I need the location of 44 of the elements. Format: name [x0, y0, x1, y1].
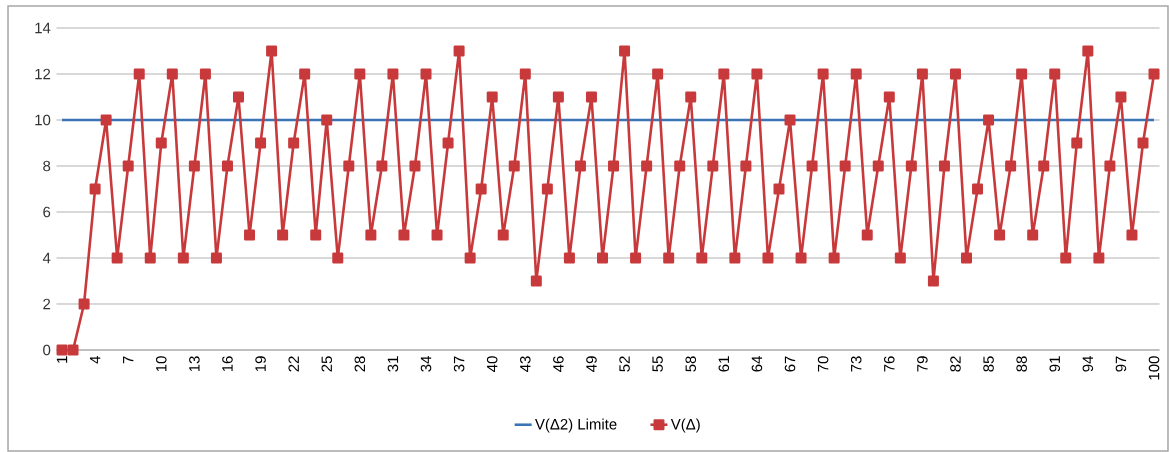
x-tick-label: 94 [1082, 356, 1094, 372]
x-tick-label: 4 [89, 356, 101, 364]
x-tick-label: 7 [123, 356, 134, 364]
x-tick-label: 13 [189, 356, 200, 372]
x-tick-label: 61 [718, 356, 730, 372]
y-tick-label: 4 [42, 252, 51, 264]
x-tick-label: 49 [586, 356, 597, 372]
x-tick-label: 64 [751, 356, 763, 372]
x-tick-label: 88 [1016, 356, 1027, 372]
x-tick-label: 46 [553, 356, 564, 372]
y-tick-label: 8 [43, 160, 51, 172]
x-tick-label: 100 [1148, 356, 1160, 380]
x-tick-label: 22 [288, 356, 299, 372]
legend-label: V(Δ) [670, 418, 700, 433]
x-tick-label: 10 [155, 356, 167, 372]
y-tick-label: 6 [43, 206, 51, 218]
x-tick-label: 85 [983, 356, 994, 372]
legend-label: V(Δ2) Limite [535, 418, 617, 433]
x-tick-label: 37 [453, 356, 465, 372]
x-tick-label: 70 [817, 356, 829, 372]
x-tick-label: 97 [1115, 356, 1127, 372]
x-tick-label: 43 [520, 356, 531, 372]
x-tick-label: 67 [784, 356, 796, 372]
x-tick-label: 1 [56, 356, 68, 363]
x-tick-label: 28 [354, 356, 366, 372]
x-tick-label: 82 [950, 356, 961, 372]
x-tick-label: 55 [652, 356, 663, 372]
x-tick-label: 31 [387, 356, 399, 372]
y-tick-label: 14 [35, 22, 51, 34]
y-tick-label: 2 [43, 298, 51, 310]
y-tick-label: 0 [43, 344, 51, 356]
x-tick-label: 34 [420, 356, 432, 372]
x-tick-label: 58 [685, 356, 697, 372]
y-tick-label: 10 [35, 114, 51, 126]
x-tick-label: 19 [255, 356, 266, 372]
x-tick-label: 40 [486, 356, 498, 372]
x-tick-label: 76 [884, 356, 895, 372]
x-tick-label: 73 [850, 356, 862, 372]
x-tick-label: 16 [222, 356, 233, 372]
x-tick-label: 91 [1049, 356, 1061, 372]
x-tick-label: 25 [321, 356, 333, 372]
y-tick-label: 12 [35, 68, 51, 80]
x-tick-label: 52 [619, 356, 630, 372]
x-tick-label: 79 [917, 356, 928, 372]
